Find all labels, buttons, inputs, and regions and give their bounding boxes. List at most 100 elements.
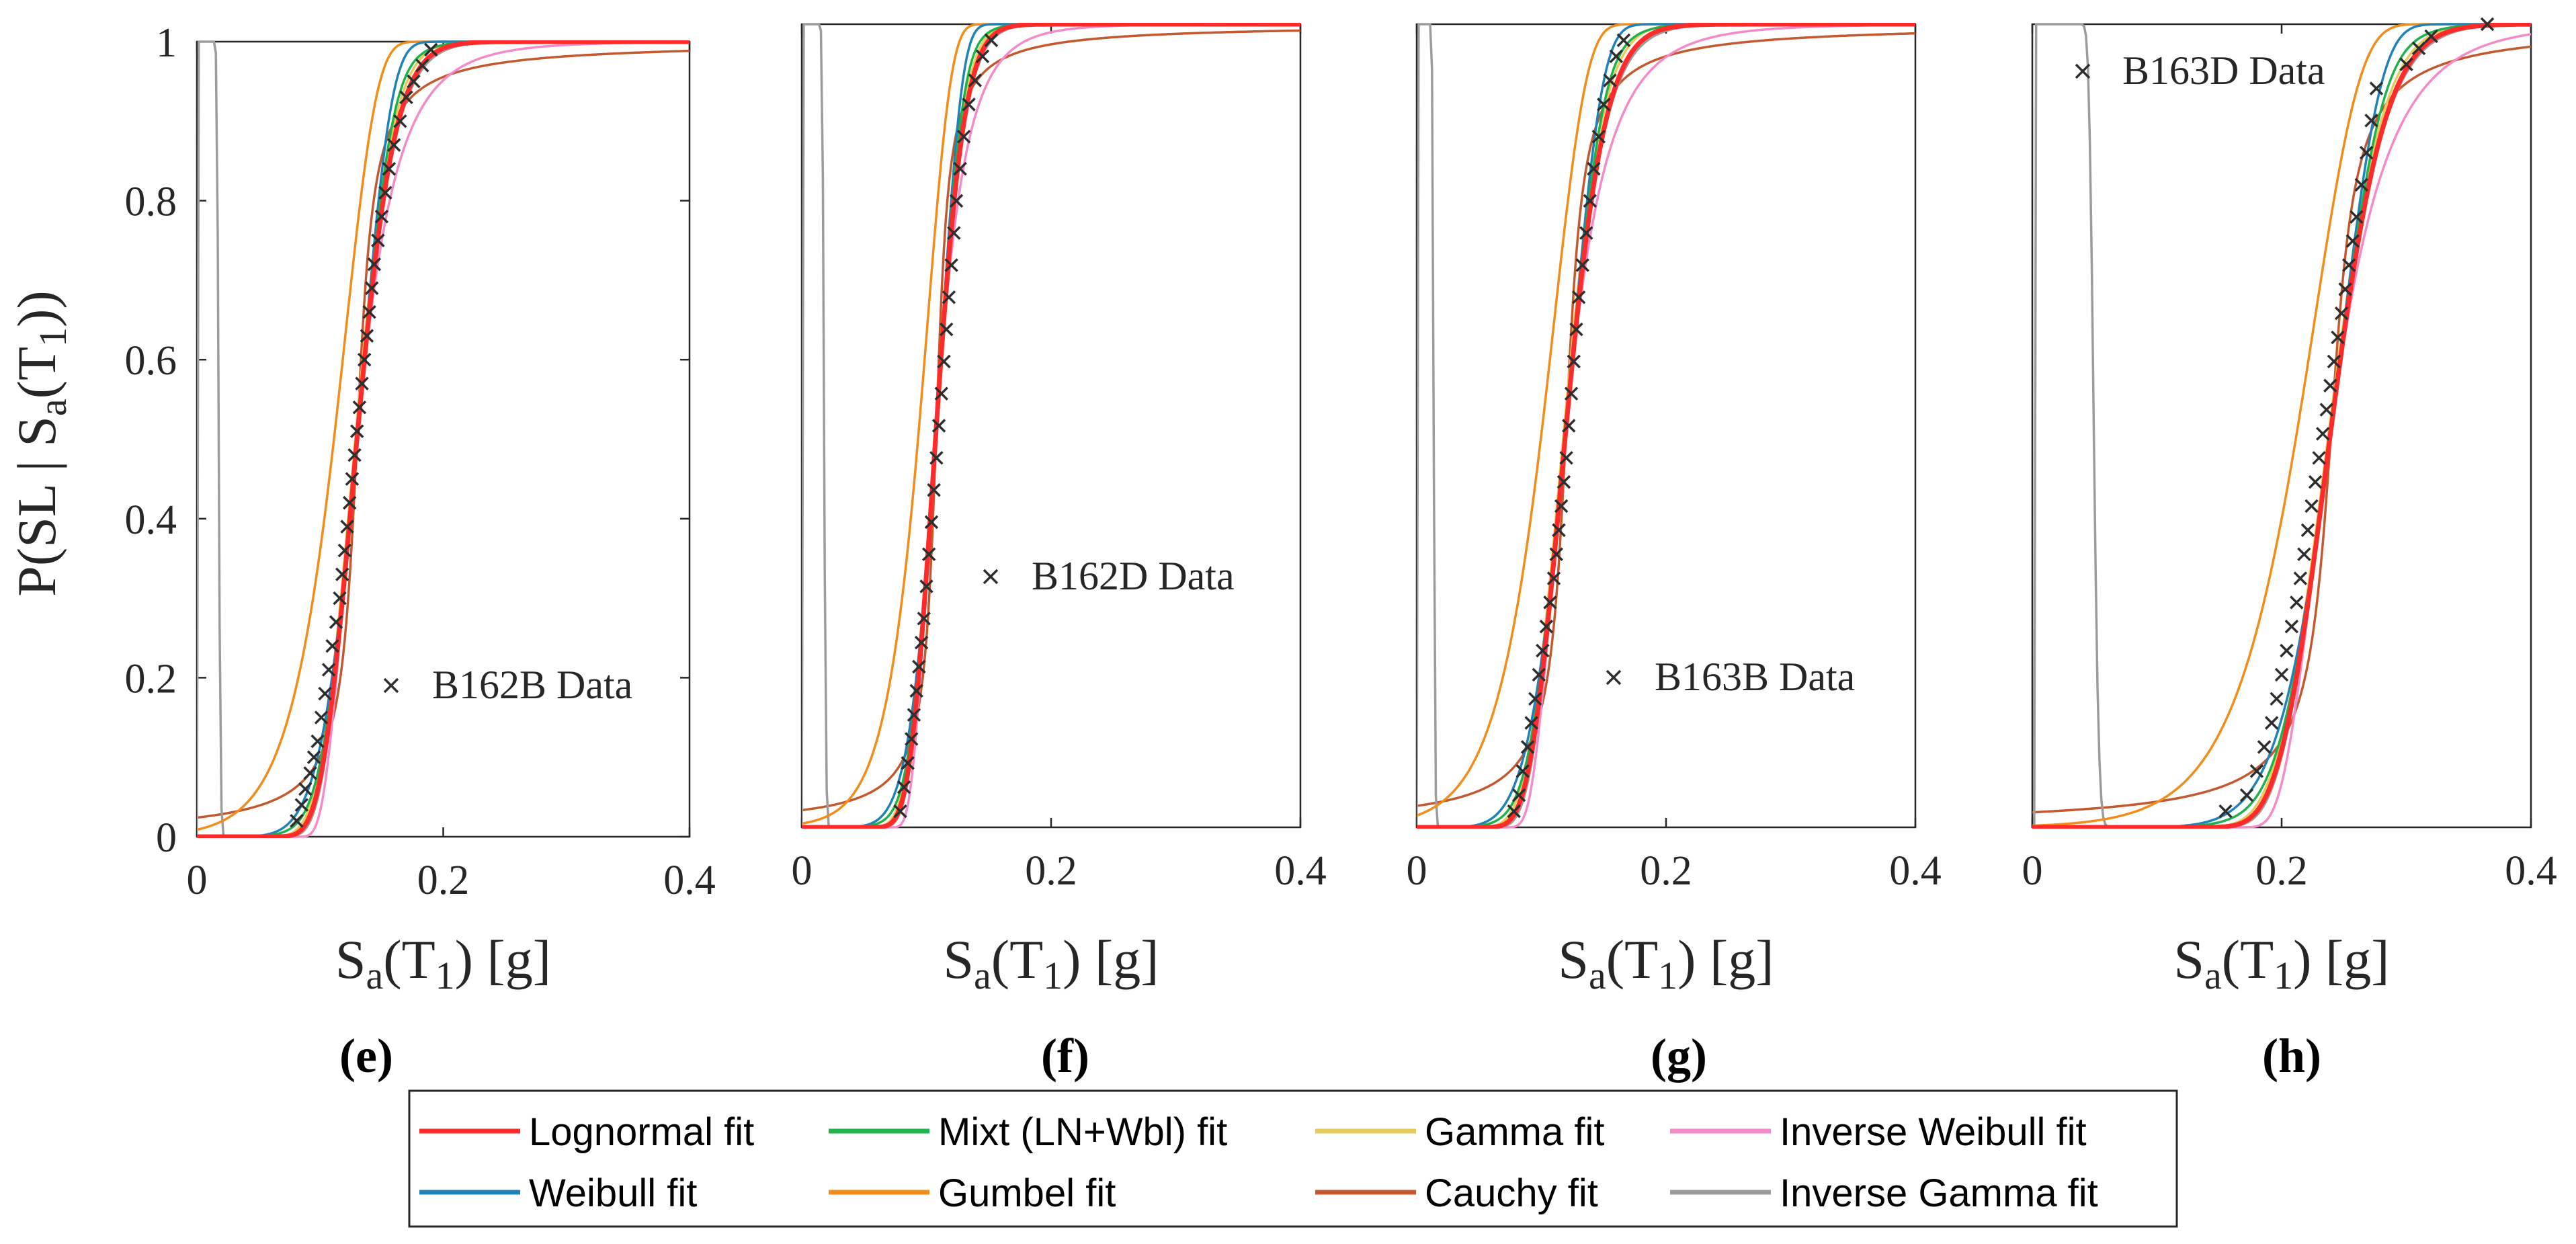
legend-label: Gumbel fit <box>938 1171 1116 1215</box>
data-point <box>934 386 948 401</box>
plot-area <box>800 23 1302 829</box>
data-point <box>2359 145 2374 160</box>
data-marker-icon <box>383 677 399 694</box>
data-point <box>1575 258 1589 272</box>
data-series-label: B163B Data <box>1655 655 1855 699</box>
x-tick-label: 0.4 <box>1274 848 1327 894</box>
data-point <box>984 33 999 48</box>
data-point <box>1564 386 1579 401</box>
x-tick-label: 0 <box>1407 848 1427 894</box>
data-point <box>2280 643 2294 658</box>
data-point <box>399 90 413 105</box>
data-point <box>2290 595 2304 610</box>
data-point <box>947 226 961 240</box>
panel-e: 0 0.2 0.4 0 0.2 0.4 0.6 0.8 1 B162B Data Sa(T1) [g… <box>125 20 716 1083</box>
legend-item: Inverse Gamma fit <box>1670 1171 2098 1215</box>
data-point <box>1616 33 1631 48</box>
data-point <box>2284 620 2299 634</box>
x-tick-label: 0.4 <box>2505 848 2557 894</box>
data-point <box>345 472 360 486</box>
data-point <box>2327 354 2341 369</box>
data-point <box>352 400 367 415</box>
data-point <box>355 376 369 390</box>
data-point <box>1587 161 1601 176</box>
data-point <box>290 814 304 828</box>
legend: Lognormal fit Mixt (LN+Wbl) fit Gamma fit I… <box>408 1089 2178 1228</box>
data-point <box>2297 547 2311 561</box>
data-point <box>1562 419 1576 433</box>
data-point <box>1536 643 1550 658</box>
data-point <box>2274 667 2289 682</box>
y-tick-label: 0.6 <box>125 338 177 384</box>
data-series-label: B163D Data <box>2122 48 2325 93</box>
data-point <box>349 424 364 438</box>
data-point <box>2239 788 2254 802</box>
legend-item: Cauchy fit <box>1315 1171 1598 1215</box>
data-point <box>325 638 339 653</box>
data-point <box>2364 114 2378 128</box>
legend-item: Gamma fit <box>1315 1110 1605 1154</box>
legend-label: Cauchy fit <box>1425 1171 1598 1215</box>
data-point <box>1549 547 1563 561</box>
data-point <box>2350 210 2364 224</box>
data-point <box>335 567 349 581</box>
data-point <box>329 615 343 629</box>
data-point <box>367 257 382 272</box>
legend-item: Lognormal fit <box>419 1110 754 1154</box>
data-point <box>1603 73 1617 87</box>
fit-curves <box>2032 23 2531 829</box>
data-point <box>914 635 929 650</box>
data-point <box>1532 667 1546 682</box>
data-point <box>340 520 354 534</box>
data-point <box>2270 692 2284 706</box>
data-point <box>1559 451 1573 465</box>
data-point <box>2354 177 2368 192</box>
x-tick-label: 0 <box>187 858 208 903</box>
plot-area <box>1415 23 1917 829</box>
data-point <box>937 354 951 369</box>
data-point <box>1597 97 1611 112</box>
data-point <box>2304 499 2319 513</box>
data-point <box>931 419 946 433</box>
data-point <box>953 161 967 176</box>
data-point <box>386 138 401 153</box>
fit-curves <box>802 23 1300 829</box>
panel-label: (h) <box>2262 1029 2321 1083</box>
legend-item: Mixt (LN+Wbl) fit <box>829 1110 1227 1154</box>
x-tick-label: 0 <box>792 848 813 894</box>
y-tick-label: 0.4 <box>125 497 177 543</box>
x-tick-label: 0.2 <box>2255 848 2308 894</box>
x-tick-label: 0.4 <box>1889 848 1942 894</box>
legend-label: Inverse Gamma fit <box>1780 1171 2098 1215</box>
data-point <box>2411 41 2426 56</box>
data-point <box>927 483 941 497</box>
y-tick-label: 0 <box>156 815 177 861</box>
data-point <box>2218 804 2233 819</box>
data-point <box>1552 523 1566 538</box>
data-point <box>2341 258 2356 272</box>
data-point <box>357 352 372 367</box>
data-point <box>382 162 397 176</box>
data-point <box>298 782 313 796</box>
data-point <box>897 780 911 794</box>
x-axis-label: Sa(T1) [g] <box>335 929 551 997</box>
data-point <box>929 451 944 465</box>
legend-item: Weibull fit <box>419 1171 697 1215</box>
data-point <box>393 114 407 128</box>
data-series-label: B162D Data <box>1032 554 1235 598</box>
data-point <box>909 683 923 698</box>
legend-label: Inverse Weibull fit <box>1780 1110 2087 1154</box>
legend-label: Mixt (LN+Wbl) fit <box>938 1110 1227 1154</box>
data-point <box>907 708 921 722</box>
legend-label: Gamma fit <box>1425 1110 1605 1154</box>
data-point <box>2338 282 2352 296</box>
y-tick-label: 1 <box>156 20 177 66</box>
data-point <box>2315 427 2330 441</box>
data-point <box>2399 57 2413 71</box>
fit-curves <box>1417 23 1915 829</box>
x-axis-label: Sa(T1) [g] <box>2173 929 2389 997</box>
legend-label: Lognormal fit <box>529 1110 754 1154</box>
x-tick-label: 0.2 <box>1025 848 1077 894</box>
data-point <box>374 210 389 224</box>
